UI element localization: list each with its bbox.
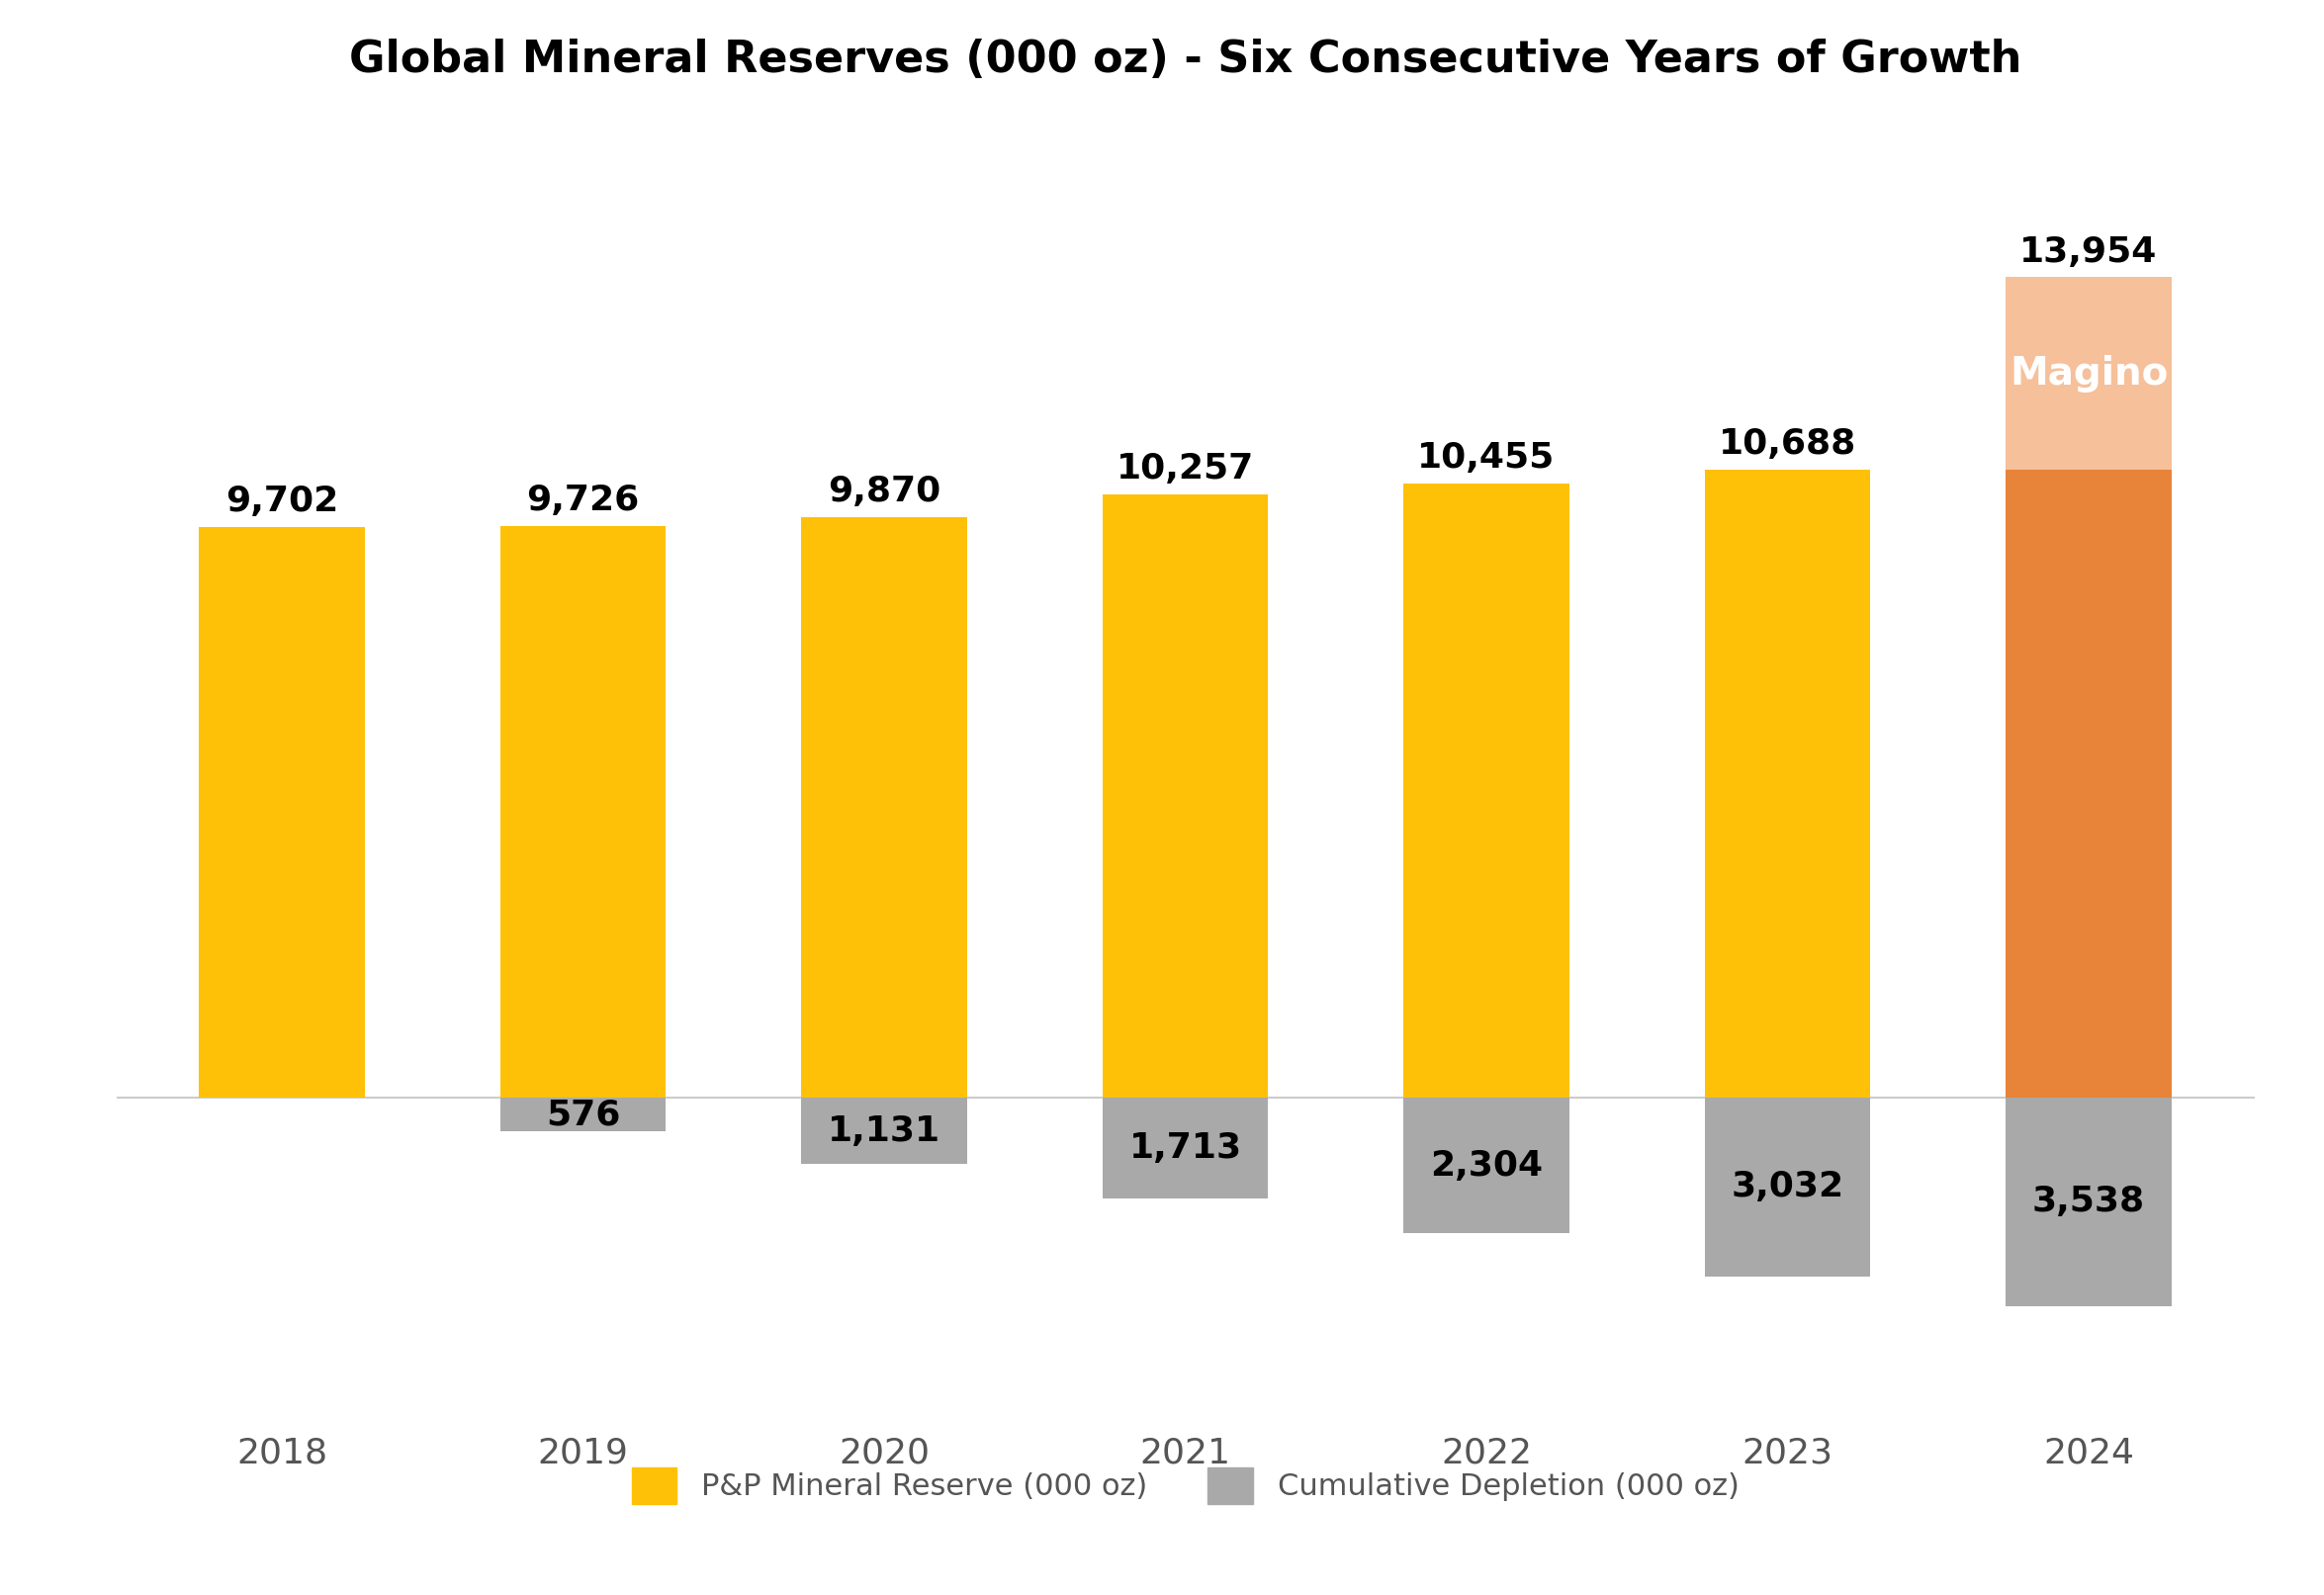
Text: 3,538: 3,538 (2031, 1185, 2145, 1219)
Bar (1404, 1097, 1569, 1233)
Text: 576: 576 (546, 1097, 621, 1131)
Bar (1404, 483, 1569, 1097)
Title: Global Mineral Reserves (000 oz) - Six Consecutive Years of Growth: Global Mineral Reserves (000 oz) - Six C… (349, 38, 2022, 81)
Bar (2006, 469, 2171, 1097)
Text: 13,954: 13,954 (2020, 234, 2157, 268)
Bar (500, 526, 665, 1097)
Bar (1706, 469, 1871, 1097)
Text: 10,455: 10,455 (1418, 440, 1555, 474)
Text: 3,032: 3,032 (1731, 1171, 1843, 1204)
Bar (2006, 1097, 2171, 1306)
Bar (200, 528, 365, 1097)
Text: 2,304: 2,304 (1429, 1148, 1543, 1182)
Bar (2006, 278, 2171, 469)
Text: 9,726: 9,726 (528, 483, 639, 517)
Bar (802, 517, 967, 1097)
Text: 10,257: 10,257 (1116, 453, 1255, 486)
Bar (1706, 1097, 1871, 1276)
Bar (1102, 494, 1269, 1097)
Text: 1,713: 1,713 (1129, 1131, 1241, 1164)
Bar (500, 1097, 665, 1132)
Text: 9,702: 9,702 (225, 485, 339, 518)
Text: 9,870: 9,870 (827, 475, 941, 509)
Text: 1,131: 1,131 (827, 1115, 941, 1148)
Bar (1102, 1097, 1269, 1198)
Text: Magino: Magino (2010, 354, 2168, 392)
Legend: P&P Mineral Reserve (000 oz), Cumulative Depletion (000 oz): P&P Mineral Reserve (000 oz), Cumulative… (621, 1455, 1750, 1517)
Text: 10,688: 10,688 (1720, 427, 1857, 461)
Bar (802, 1097, 967, 1164)
